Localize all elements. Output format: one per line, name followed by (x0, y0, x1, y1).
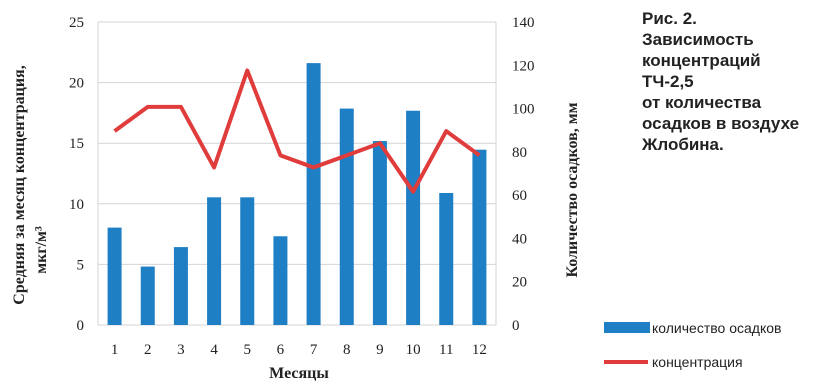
x-axis-ticks: 1 2 3 4 5 6 7 8 9 10 11 12 (111, 342, 487, 358)
x-tick-label: 9 (376, 342, 384, 358)
right-tick-label: 40 (512, 231, 527, 247)
left-tick-label: 25 (69, 15, 84, 31)
x-tick-label: 12 (472, 342, 487, 358)
x-tick-label: 4 (210, 342, 218, 358)
caption-line: осадков в воздухе (642, 114, 800, 133)
right-tick-label: 60 (512, 188, 527, 204)
bar-month-5 (240, 197, 255, 325)
bar-month-12 (472, 149, 487, 325)
caption-line: Зависимость (642, 30, 754, 49)
legend-bar-label: количество осадков (652, 320, 781, 336)
concentration-polyline (113, 68, 481, 194)
x-tick-label: 3 (177, 342, 185, 358)
bar-month-4 (207, 197, 222, 325)
caption-line: ТЧ-2,5 (642, 72, 694, 91)
x-tick-label: 7 (310, 342, 318, 358)
x-tick-label: 11 (439, 342, 453, 358)
right-tick-label: 140 (512, 15, 535, 31)
left-axis-title: Средняя за месяц концентрация, (11, 65, 28, 304)
x-tick-label: 10 (406, 342, 421, 358)
caption-line: концентраций (642, 51, 761, 70)
legend-bar-swatch (604, 322, 650, 333)
left-tick-label: 20 (69, 76, 84, 92)
bar-month-11 (439, 192, 454, 325)
left-axis-ticks: 0 5 10 15 20 25 (69, 15, 84, 334)
left-axis-unit: мкг/м³ (33, 226, 50, 274)
bar-month-9 (372, 141, 387, 325)
x-tick-label: 2 (144, 342, 152, 358)
left-tick-label: 0 (77, 318, 85, 334)
x-tick-label: 6 (277, 342, 285, 358)
bar-month-7 (306, 63, 321, 325)
right-tick-label: 20 (512, 275, 527, 291)
right-axis-ticks: 0 20 40 60 80 100 120 140 (512, 15, 535, 334)
left-tick-label: 10 (69, 197, 84, 213)
bar-month-8 (339, 108, 354, 325)
caption-line: Жлобина. (642, 135, 724, 154)
x-tick-label: 1 (111, 342, 119, 358)
legend: количество осадков концентрация (604, 320, 781, 370)
right-tick-label: 0 (512, 318, 520, 334)
right-tick-label: 80 (512, 145, 527, 161)
x-axis-title: Месяцы (269, 365, 329, 382)
bar-month-3 (173, 247, 188, 325)
left-tick-label: 15 (69, 136, 84, 152)
figure-caption: Рис. 2. Зависимость концентраций ТЧ-2,5 от к… (642, 8, 831, 155)
bar-month-2 (140, 266, 155, 325)
x-tick-label: 5 (244, 342, 252, 358)
precipitation-bars (107, 63, 487, 325)
caption-line: от количества (642, 93, 762, 112)
grid-lines (97, 21, 497, 326)
caption-line: Рис. 2. (642, 9, 697, 28)
right-tick-label: 120 (512, 58, 535, 74)
right-tick-label: 100 (512, 102, 535, 118)
left-tick-label: 5 (77, 257, 85, 273)
bar-month-1 (107, 227, 122, 325)
right-axis-title: Количество осадков, мм (564, 102, 581, 277)
bar-month-6 (273, 236, 288, 325)
x-tick-label: 8 (343, 342, 351, 358)
concentration-line (113, 68, 481, 194)
bar-month-10 (406, 110, 421, 325)
legend-line-label: концентрация (652, 354, 743, 370)
